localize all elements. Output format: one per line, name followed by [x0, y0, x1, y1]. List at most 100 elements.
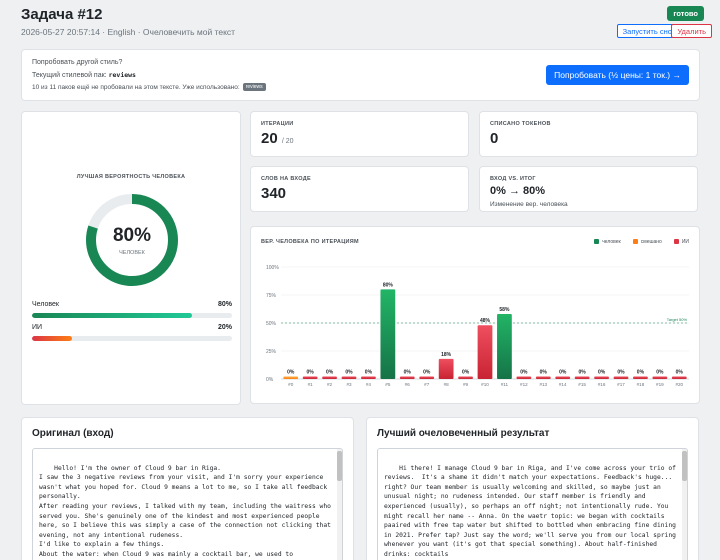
original-text: Hello! I'm the owner of Cloud 9 bar in R… [39, 464, 331, 558]
chart-legend: человек смешано ИИ [594, 239, 689, 245]
result-scrollbar[interactable] [682, 449, 687, 560]
chart-bar [516, 376, 532, 379]
iterations-value: 20 / 20 [261, 130, 294, 147]
iterations-label: ИТЕРАЦИИ [261, 121, 294, 127]
y-tick-label: 100% [266, 265, 279, 271]
gauge-label: ЛУЧШАЯ ВЕРОЯТНОСТЬ ЧЕЛОВЕКА [76, 174, 186, 180]
bar-value-label: 0% [559, 370, 567, 376]
chart-bar [594, 376, 609, 379]
chart-title: ВЕР. ЧЕЛОВЕКА ПО ИТЕРАЦИЯМ [261, 239, 359, 245]
words-card: СЛОВ НА ВХОДЕ 340 [250, 166, 469, 212]
legend-swatch-ai [673, 239, 679, 245]
legend-label-mixed: смешано [640, 239, 662, 245]
chart-bar [613, 376, 629, 379]
gauge-value: 80% [112, 225, 152, 246]
io-value: 0% → 80% [490, 185, 546, 197]
result-text-area[interactable]: Hi there! I manage Cloud 9 bar in Riga, … [377, 448, 688, 560]
current-pack-label: Текущий стилевой пак: [32, 72, 107, 79]
ai-pct: 20% [217, 324, 232, 331]
human-label: Человек [32, 301, 59, 308]
remaining-packs: 10 из 11 паков ещё не пробовали на этом … [32, 83, 266, 91]
current-style-pack: Текущий стилевой пак: reviews [32, 71, 136, 79]
target-label: Target 50% [667, 317, 688, 322]
x-tick-label: #13 [539, 382, 547, 387]
x-tick-label: #18 [637, 382, 645, 387]
gauge-caption: ЧЕЛОВЕК [119, 250, 145, 256]
chart-bar [574, 376, 590, 379]
delete-button[interactable]: Удалить [671, 24, 712, 38]
x-tick-label: #0 [288, 382, 294, 387]
ai-label: ИИ [32, 324, 43, 331]
original-text-area[interactable]: Hello! I'm the owner of Cloud 9 bar in R… [32, 448, 343, 560]
bar-value-label: 0% [520, 370, 528, 376]
iterations-bar-chart: 0% 25% 50% 75% 100% Target 50% 0% #0 0% #1 0% #2 0% #… [266, 265, 689, 387]
chart-bar [380, 289, 396, 379]
bar-value-label: 0% [598, 370, 606, 376]
bar-value-label: 0% [617, 370, 625, 376]
chart-bar [477, 325, 493, 379]
bar-value-label: 0% [345, 370, 353, 376]
iterations-count: 20 [261, 130, 278, 147]
used-pack-badge: reviews [242, 83, 266, 91]
chart-bar [419, 376, 435, 379]
x-tick-label: #19 [656, 382, 664, 387]
original-scroll-thumb[interactable] [337, 451, 342, 481]
x-tick-label: #11 [501, 382, 509, 387]
original-scrollbar[interactable] [337, 449, 342, 560]
legend-label-ai: ИИ [681, 239, 689, 245]
try-style-button[interactable]: Попробовать (½ цены: 1 ток.) → [546, 65, 689, 85]
chart-bar [535, 376, 551, 379]
tokens-card: СПИСАНО ТОКЕНОВ 0 [479, 111, 698, 157]
x-tick-label: #4 [366, 382, 372, 387]
chart-bar [671, 376, 687, 379]
y-tick-label: 75% [266, 293, 277, 299]
human-bar-track [32, 313, 232, 318]
tokens-value: 0 [490, 130, 499, 147]
status-badge: готово [667, 6, 704, 21]
bar-value-label: 0% [676, 370, 684, 376]
x-tick-label: #10 [481, 382, 489, 387]
io-sub: Изменение вер. человека [490, 201, 568, 208]
result-text: Hi there! I manage Cloud 9 bar in Riga, … [384, 464, 680, 558]
bar-value-label: 0% [540, 370, 548, 376]
y-tick-label: 25% [266, 349, 277, 355]
current-pack-name: reviews [108, 71, 136, 79]
human-pct: 80% [217, 301, 232, 308]
x-tick-label: #12 [520, 382, 528, 387]
bar-value-label: 0% [326, 370, 334, 376]
legend-label-human: человек [602, 239, 621, 245]
task-meta: 2026-05-27 20:57:14 · English · Очеловеч… [21, 27, 236, 37]
chart-bar [361, 376, 376, 379]
chart-bar [302, 376, 318, 379]
gauge-ring [86, 194, 178, 286]
page-header: Задача #12 2026-05-27 20:57:14 · English… [0, 0, 720, 44]
x-tick-label: #5 [385, 382, 391, 387]
legend-item-human: человек [594, 239, 621, 245]
bar-value-label: 0% [656, 370, 664, 376]
chart-bar [283, 376, 299, 379]
io-label: ВХОД VS. ИТОГ [490, 176, 536, 182]
bar-value-label: 0% [423, 370, 431, 376]
y-tick-label: 50% [266, 321, 277, 327]
words-label: СЛОВ НА ВХОДЕ [261, 176, 311, 182]
result-title: Лучший очеловеченный результат [377, 428, 550, 439]
chart-bar [555, 376, 571, 379]
gauge-arc [86, 194, 178, 286]
chart-bar [497, 314, 512, 379]
chart-bar [399, 376, 415, 379]
iterations-total: / 20 [281, 138, 294, 145]
bar-value-label: 0% [287, 370, 295, 376]
chart-bar [652, 376, 668, 379]
iterations-card: ИТЕРАЦИИ 20 / 20 [250, 111, 469, 157]
x-tick-label: #20 [675, 382, 683, 387]
legend-item-ai: ИИ [673, 239, 689, 245]
x-tick-label: #3 [346, 382, 352, 387]
chart-bar [341, 376, 357, 379]
x-tick-label: #1 [308, 382, 314, 387]
bar-value-label: 0% [579, 370, 587, 376]
x-tick-label: #14 [559, 382, 567, 387]
result-scroll-thumb[interactable] [682, 451, 687, 481]
ai-bar-track [32, 336, 232, 341]
legend-swatch-mixed [632, 239, 638, 245]
bar-value-label: 0% [462, 370, 470, 376]
